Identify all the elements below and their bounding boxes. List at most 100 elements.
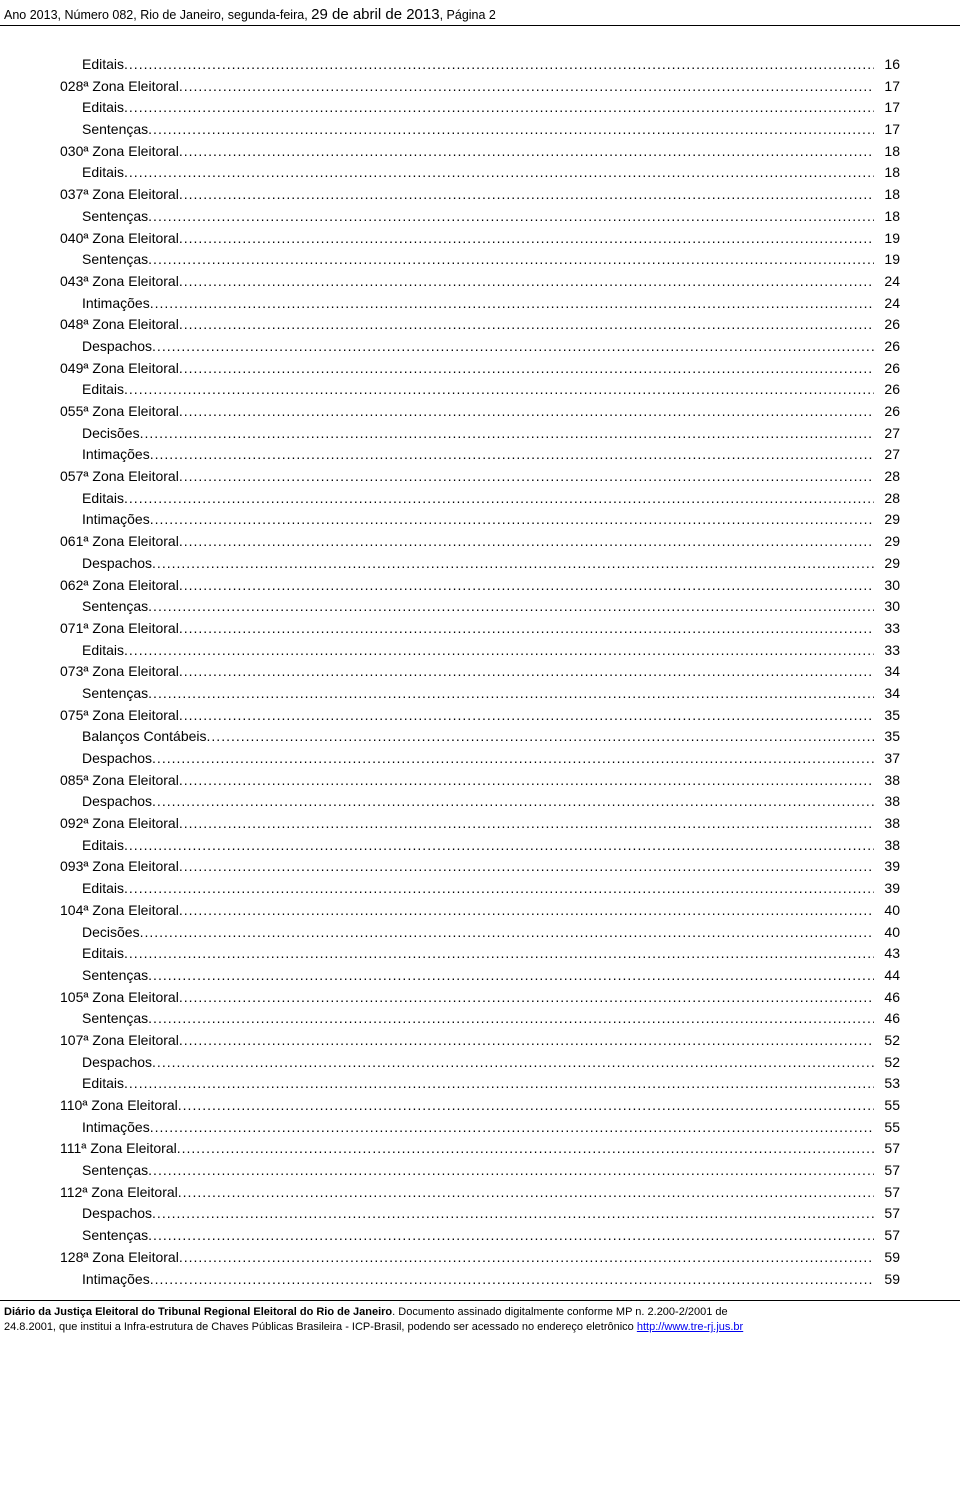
toc-entry: Editais18 [60,162,900,184]
toc-leader-dots [150,509,874,531]
page-header: Ano 2013, Número 082, Rio de Janeiro, se… [0,0,960,26]
toc-entry: 073ª Zona Eleitoral34 [60,661,900,683]
toc-page-number: 57 [874,1138,900,1160]
toc-page-number: 43 [874,943,900,965]
toc-leader-dots [148,1225,874,1247]
toc-page-number: 40 [874,900,900,922]
toc-entry: Editais26 [60,379,900,401]
toc-label: 071ª Zona Eleitoral [60,618,179,640]
toc-entry: Editais39 [60,878,900,900]
toc-page-number: 26 [874,401,900,423]
toc-page-number: 57 [874,1182,900,1204]
toc-label: Sentenças [82,1160,148,1182]
toc-leader-dots [124,162,874,184]
toc-page-number: 59 [874,1247,900,1269]
toc-label: 030ª Zona Eleitoral [60,141,179,163]
toc-leader-dots [152,553,874,575]
toc-entry: Editais33 [60,640,900,662]
toc-entry: Editais 28 [60,488,900,510]
toc-page-number: 34 [874,661,900,683]
toc-label: Intimações [82,1269,150,1291]
toc-entry: 049ª Zona Eleitoral26 [60,358,900,380]
toc-page-number: 30 [874,596,900,618]
toc-leader-dots [179,466,874,488]
toc-page-number: 17 [874,76,900,98]
toc-label: 028ª Zona Eleitoral [60,76,179,98]
toc-page-number: 27 [874,444,900,466]
toc-label: 105ª Zona Eleitoral [60,987,179,1009]
toc-leader-dots [148,206,874,228]
toc-leader-dots [179,1247,874,1269]
toc-label: Intimações [82,293,150,315]
toc-page-number: 52 [874,1052,900,1074]
toc-leader-dots [179,987,874,1009]
toc-leader-dots [124,1073,874,1095]
toc-entry: 061ª Zona Eleitoral29 [60,531,900,553]
toc-entry: 093ª Zona Eleitoral39 [60,856,900,878]
toc-leader-dots [148,596,874,618]
toc-label: Despachos [82,748,152,770]
toc-entry: Editais16 [60,54,900,76]
toc-entry: Sentenças19 [60,249,900,271]
header-suffix: , Página 2 [440,8,496,22]
toc-entry: Editais38 [60,835,900,857]
toc-page-number: 24 [874,271,900,293]
toc-label: 092ª Zona Eleitoral [60,813,179,835]
toc-page-number: 38 [874,770,900,792]
toc-page-number: 55 [874,1095,900,1117]
toc-label: 128ª Zona Eleitoral [60,1247,179,1269]
toc-page-number: 39 [874,878,900,900]
toc-page-number: 39 [874,856,900,878]
toc-label: Despachos [82,791,152,813]
toc-label: Editais [82,488,124,510]
toc-page-number: 35 [874,726,900,748]
toc-label: Sentenças [82,596,148,618]
toc-entry: Sentenças17 [60,119,900,141]
toc-entry: 062ª Zona Eleitoral30 [60,575,900,597]
toc-leader-dots [150,1269,874,1291]
toc-leader-dots [148,1008,874,1030]
toc-page-number: 18 [874,141,900,163]
toc-leader-dots [152,1203,874,1225]
toc-entry: 111ª Zona Eleitoral57 [60,1138,900,1160]
toc-page-number: 18 [874,162,900,184]
toc-leader-dots [124,54,874,76]
toc-page-number: 37 [874,748,900,770]
toc-label: Decisões [82,922,140,944]
footer-link[interactable]: http://www.tre-rj.jus.br [637,1321,743,1333]
footer-title: Diário da Justiça Eleitoral do Tribunal … [4,1306,392,1318]
toc-entry: Decisões40 [60,922,900,944]
toc-leader-dots [177,1138,874,1160]
toc-leader-dots [124,488,874,510]
toc-entry: Intimações27 [60,444,900,466]
toc-page-number: 29 [874,553,900,575]
toc-leader-dots [179,705,874,727]
toc-label: Sentenças [82,249,148,271]
toc-label: 043ª Zona Eleitoral [60,271,179,293]
toc-label: Despachos [82,1203,152,1225]
toc-leader-dots [179,770,874,792]
toc-label: 085ª Zona Eleitoral [60,770,179,792]
toc-page-number: 29 [874,509,900,531]
toc-page-number: 26 [874,358,900,380]
toc-label: Despachos [82,1052,152,1074]
toc-entry: Sentenças46 [60,1008,900,1030]
toc-leader-dots [150,444,874,466]
header-prefix: Ano 2013, Número 082, Rio de Janeiro, se… [4,8,311,22]
toc-page-number: 46 [874,987,900,1009]
toc-leader-dots [152,748,874,770]
toc-page-number: 33 [874,640,900,662]
toc-label: Editais [82,943,124,965]
toc-entry: 071ª Zona Eleitoral33 [60,618,900,640]
toc-entry: 057ª Zona Eleitoral28 [60,466,900,488]
toc-entry: 075ª Zona Eleitoral35 [60,705,900,727]
toc-entry: 085ª Zona Eleitoral 38 [60,770,900,792]
toc-leader-dots [124,97,874,119]
toc-label: 055ª Zona Eleitoral [60,401,179,423]
toc-entry: Sentenças44 [60,965,900,987]
toc-page-number: 28 [874,488,900,510]
toc-page-number: 34 [874,683,900,705]
toc-label: Despachos [82,553,152,575]
toc-leader-dots [179,575,874,597]
toc-leader-dots [152,336,874,358]
